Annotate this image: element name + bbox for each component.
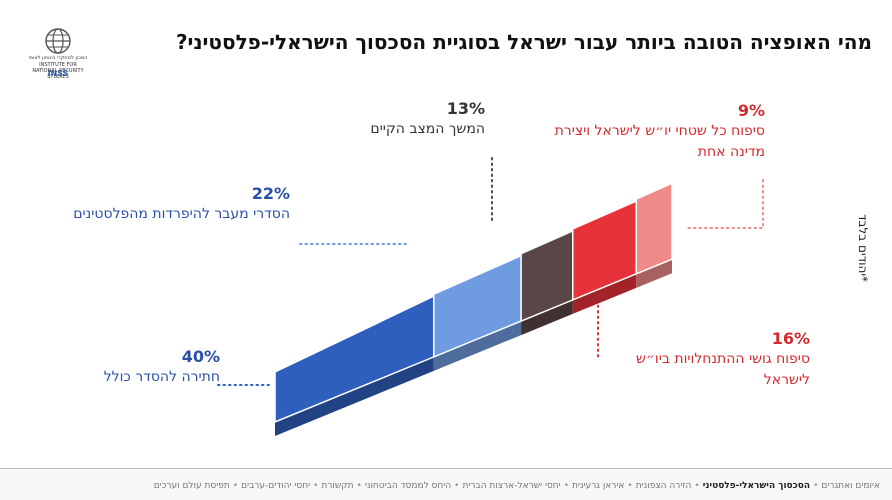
category-label: סיפוח כל שטחי יו״ש לישראל ויצירת מדינה א… <box>554 123 765 160</box>
logo-name-english: INSTITUTE FOR NATIONAL SECURITY STUDIES <box>32 62 84 80</box>
footer-separator: • <box>313 481 319 491</box>
map-segment-side <box>275 356 434 436</box>
category-label: המשך המצב הקיים <box>370 121 485 137</box>
map-segment-side <box>636 259 672 288</box>
footer-nav-item[interactable]: הסכסוך הישראלי-פלסטיני <box>702 481 811 491</box>
footer-nav-item[interactable]: יחסי יהודים-ערבים <box>241 481 311 491</box>
footer-nav-item[interactable]: איראן גרעינית <box>572 481 625 491</box>
footer-nav: איומים ואתגרים•הסכסוך הישראלי-פלסטיני•הז… <box>0 468 892 500</box>
inss-logo: המכון למחקרי ביטחון לאומי INSTITUTE FOR … <box>28 26 88 86</box>
footer-separator: • <box>694 481 700 491</box>
footer-separator: • <box>356 481 362 491</box>
value-label: 22% <box>251 184 290 203</box>
globe-icon <box>45 28 71 54</box>
category-label: חתירה להסדר כולל <box>103 369 220 385</box>
label-annex-all: 9% סיפוח כל שטחי יו״ש לישראל ויצירת מדינ… <box>540 100 765 163</box>
map-segment-side <box>521 299 573 336</box>
logo-abbreviation: INSS <box>47 69 69 78</box>
value-label: 40% <box>181 347 220 366</box>
category-label: הסדרי מעבר להיפרדות מהפלסטינים <box>73 206 290 222</box>
value-label: 9% <box>737 101 765 120</box>
footer-separator: • <box>563 481 570 491</box>
footer-nav-item[interactable]: הזירה הצפונית <box>635 481 692 491</box>
footer-separator: • <box>232 481 239 491</box>
label-interim-separation: 22% הסדרי מעבר להיפרדות מהפלסטינים <box>60 183 290 225</box>
label-status-quo: 13% המשך המצב הקיים <box>300 98 485 140</box>
value-label: 13% <box>446 99 485 118</box>
logo-name-hebrew: המכון למחקרי ביטחון לאומי <box>28 55 88 61</box>
map-segment-4 <box>635 182 673 275</box>
map-segments <box>274 182 673 436</box>
map-segment-side <box>572 273 637 314</box>
category-label: סיפוח גושי ההתנחלויות ביו״ש לישראל <box>635 351 810 388</box>
footer-separator: • <box>813 481 819 491</box>
footer-nav-item[interactable]: תקשורת <box>321 481 354 491</box>
leader-lines <box>217 157 764 386</box>
label-comprehensive-agreement: 40% חתירה להסדר כולל <box>30 346 220 388</box>
leader-line-4 <box>685 179 764 229</box>
footer-separator: • <box>454 481 460 491</box>
jews-only-note: *יהודים בלבד <box>856 214 870 283</box>
footer-nav-item[interactable]: תפיסת עולם וערכים <box>153 481 230 491</box>
value-label: 16% <box>771 329 810 348</box>
footer-nav-item[interactable]: יחסי ישראל-ארצות הברית <box>462 481 561 491</box>
footer-separator: • <box>627 481 633 491</box>
chart-title: מהי האופציה הטובה ביותר עבור ישראל בסוגי… <box>175 30 872 54</box>
footer-nav-item[interactable]: איומים ואתגרים <box>821 481 880 491</box>
map-segment-side <box>433 321 522 371</box>
label-annex-blocs: 16% סיפוח גושי ההתנחלויות ביו״ש לישראל <box>600 328 810 391</box>
footer-nav-item[interactable]: היחס לממסד הביטחוני <box>364 481 452 491</box>
